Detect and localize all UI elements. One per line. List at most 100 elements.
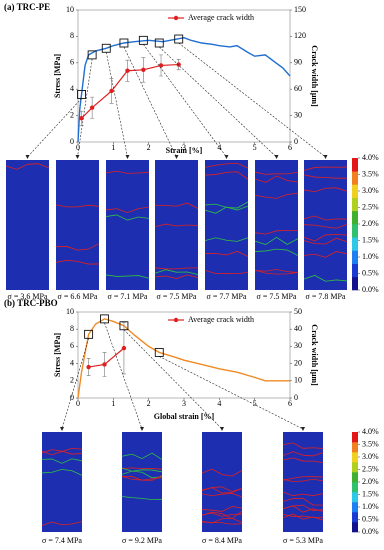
- pointer-arrow: [105, 52, 128, 158]
- crack-trace: [254, 171, 299, 175]
- x-tick-label: 6: [288, 399, 292, 408]
- y2-tick-label: 120: [294, 31, 306, 40]
- arrow-head: [25, 155, 30, 159]
- legend-marker: [173, 15, 179, 21]
- colorbar-segment: [352, 432, 358, 443]
- x-tick-label: 4: [217, 399, 221, 408]
- x-tick-label: 0: [76, 399, 80, 408]
- crack-trace: [303, 234, 348, 242]
- y2-tick-label: 40: [294, 324, 302, 333]
- crack-point: [102, 362, 107, 367]
- crack-trace: [204, 269, 249, 275]
- snapshot-marker: [87, 50, 97, 60]
- stress-curve: [77, 36, 291, 143]
- colorbar-segment: [352, 197, 358, 212]
- y-axis-title: Stress [MPa]: [53, 333, 62, 377]
- crack-trace: [201, 468, 243, 477]
- snapshot-marker: [154, 38, 164, 48]
- pointer-arrow: [159, 356, 304, 430]
- crack-trace: [154, 274, 199, 279]
- y2-axis-title: Crack width [μm]: [310, 45, 319, 107]
- pointer-arrow: [104, 322, 143, 430]
- crack-trace: [254, 192, 299, 199]
- y-tick-label: 8: [70, 324, 74, 333]
- colorbar-segment: [352, 452, 358, 463]
- crack-trace: [41, 458, 83, 464]
- snapshot-label: σ = 7.7 MPa: [207, 292, 247, 301]
- y2-tick-label: 150: [294, 5, 306, 14]
- crack-trace: [201, 486, 243, 492]
- legend-marker: [173, 317, 179, 323]
- dic-image: [42, 432, 82, 532]
- crack-trace: [303, 251, 348, 258]
- crack-point: [121, 345, 127, 351]
- colorbar-segment: [352, 276, 358, 291]
- colorbar-segment: [352, 237, 358, 251]
- crack-trace: [254, 269, 299, 275]
- colorbar-label: 3.0%: [362, 186, 379, 195]
- arrow-head: [301, 427, 305, 431]
- crack-trace: [204, 205, 249, 214]
- y2-tick-label: 90: [294, 58, 302, 67]
- crack-trace: [154, 269, 199, 275]
- colorbar-label: 2.5%: [362, 464, 379, 473]
- colorbar-label: 0.5%: [362, 268, 379, 277]
- arrow-head: [274, 155, 279, 159]
- crack-trace: [204, 237, 249, 242]
- crack-trace: [204, 162, 249, 169]
- crack-trace: [154, 267, 199, 270]
- arrow-head: [125, 155, 130, 159]
- crack-trace: [282, 451, 324, 457]
- snapshot-marker: [119, 321, 129, 331]
- snapshot-label: σ = 7.1 MPa: [108, 292, 148, 301]
- crack-trace: [254, 248, 299, 256]
- crack-trace: [154, 223, 199, 228]
- crack-trace: [121, 467, 163, 470]
- snapshot-label: σ = 5.3 MPa: [283, 536, 323, 545]
- colorbar-segment: [352, 210, 358, 225]
- dic-image: [255, 160, 298, 290]
- snapshot-label: σ = 9.2 MPa: [122, 536, 162, 545]
- dic-image: [106, 160, 149, 290]
- snapshot-marker: [101, 43, 111, 53]
- crack-point: [158, 63, 164, 68]
- colorbar-label: 4.0%: [362, 427, 379, 436]
- crack-trace: [282, 457, 324, 463]
- y2-tick-label: 10: [294, 376, 302, 385]
- crack-trace: [282, 513, 324, 521]
- crack-trace: [105, 214, 150, 221]
- pointer-arrow: [77, 58, 93, 158]
- snapshot-label: σ = 7.4 MPa: [42, 536, 82, 545]
- colorbar-segment: [352, 492, 358, 503]
- snapshot-marker: [77, 90, 86, 99]
- y-tick-label: 2: [70, 376, 74, 385]
- x-tick-label: 5: [253, 399, 257, 408]
- crack-trace: [55, 243, 100, 251]
- crack-point: [141, 67, 146, 73]
- crack-trace: [5, 163, 50, 170]
- crack-trace: [55, 259, 100, 265]
- x-tick-label: 0: [76, 143, 80, 152]
- colorbar-segment: [352, 442, 358, 453]
- crack-point: [89, 105, 95, 110]
- crack-trace: [303, 224, 348, 229]
- snapshot-label: σ = 3.6 MPa: [8, 292, 48, 301]
- dic-image: [6, 160, 49, 290]
- colorbar-segment: [352, 462, 358, 473]
- colorbar-segment: [352, 224, 358, 238]
- colorbar-label: 2.5%: [362, 202, 379, 211]
- crack-trace: [254, 236, 299, 245]
- colorbar-label: 1.0%: [362, 252, 379, 261]
- y-tick-label: 10: [66, 307, 74, 316]
- dic-image: [122, 432, 162, 532]
- x-tick-label: 6: [288, 143, 292, 152]
- arrow-head: [174, 155, 179, 159]
- pointer-arrow: [143, 44, 227, 158]
- legend-label: Average crack width: [188, 13, 254, 22]
- crack-trace: [121, 452, 163, 460]
- x-axis-title: Strain [%]: [166, 146, 203, 155]
- crack-trace: [201, 512, 243, 517]
- snapshot-marker: [154, 347, 164, 357]
- crack-trace: [303, 187, 348, 193]
